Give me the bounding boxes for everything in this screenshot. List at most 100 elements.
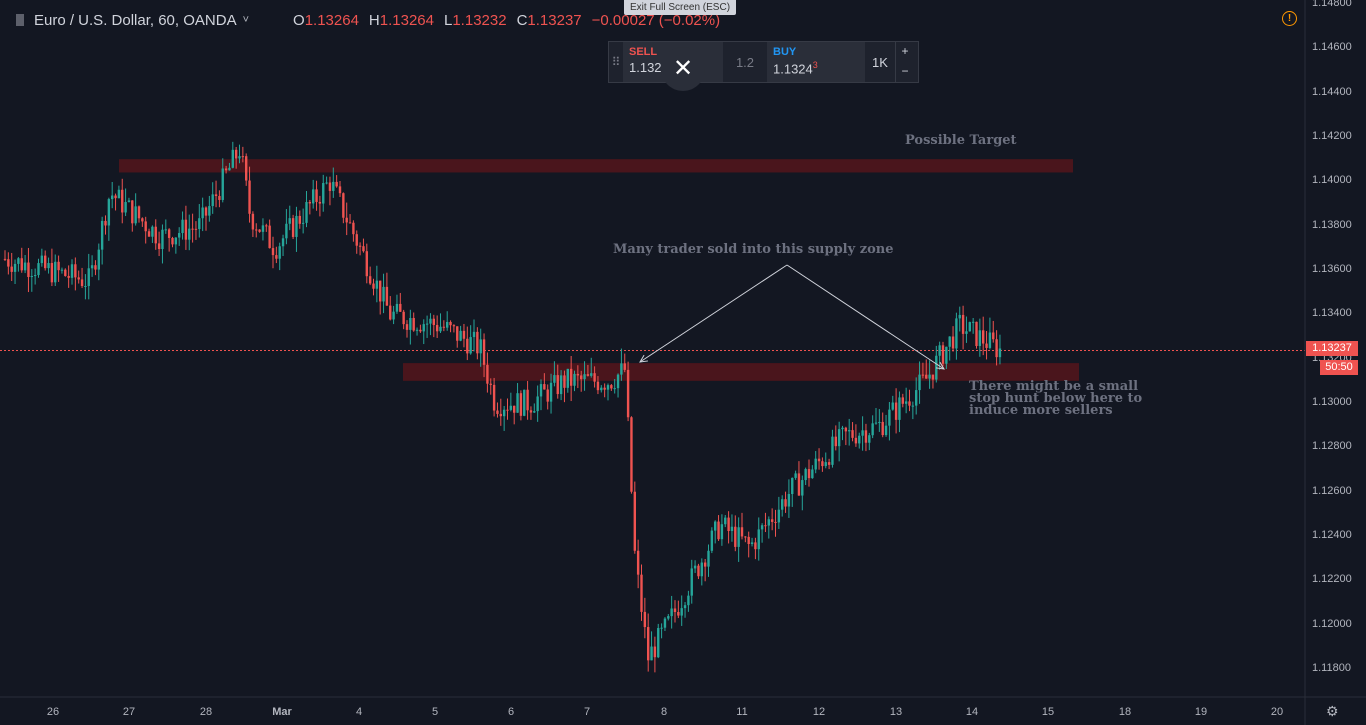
- x-tick-label: 13: [889, 706, 903, 718]
- candle: [178, 227, 181, 246]
- candle: [513, 405, 516, 425]
- y-tick-label: 1.13800: [1312, 218, 1352, 231]
- candle: [707, 544, 710, 577]
- candle: [891, 395, 894, 411]
- candle: [415, 327, 419, 336]
- candle: [345, 202, 348, 236]
- candle: [797, 461, 801, 496]
- exit-fullscreen-hint[interactable]: Exit Full Screen (ESC): [624, 0, 737, 15]
- x-tick-label: Mar: [272, 706, 292, 718]
- y-tick-label: 1.13000: [1312, 396, 1352, 408]
- candle: [958, 306, 961, 332]
- candle: [318, 195, 322, 217]
- x-tick-label: 5: [431, 706, 439, 718]
- candle: [94, 260, 97, 276]
- annotation-arrow[interactable]: [786, 264, 945, 370]
- candle: [988, 317, 992, 350]
- candle: [811, 465, 814, 479]
- candle: [412, 312, 415, 332]
- candle: [871, 415, 874, 439]
- candle: [737, 517, 740, 562]
- candle: [640, 564, 643, 621]
- candle: [667, 614, 670, 621]
- candle: [134, 193, 137, 226]
- candle: [985, 330, 988, 360]
- sell-price: 1.1323: [629, 60, 669, 75]
- candle: [245, 153, 248, 186]
- candle: [214, 180, 218, 208]
- candle: [224, 165, 228, 174]
- candle: [90, 255, 94, 277]
- candle: [104, 215, 107, 235]
- alert-icon[interactable]: !: [1282, 11, 1297, 26]
- annotation-supply-zone[interactable]: Many trader sold into this supply zone: [613, 242, 894, 257]
- drag-handle-icon[interactable]: ⠿: [611, 55, 621, 69]
- ohlc-values: O1.13264 H1.13264 L1.13232 C1.13237 −0.0…: [293, 12, 720, 29]
- gear-icon[interactable]: ⚙: [1326, 703, 1339, 719]
- candle: [747, 531, 750, 558]
- candle: [385, 272, 389, 306]
- candle: [539, 379, 543, 411]
- candle: [439, 313, 442, 333]
- candle: [754, 537, 757, 560]
- y-tick-label: 1.14000: [1312, 174, 1352, 187]
- candle: [861, 416, 864, 451]
- candle: [817, 448, 821, 470]
- candle: [151, 225, 154, 243]
- candle: [446, 311, 449, 331]
- plus-icon[interactable]: +: [901, 44, 909, 58]
- candle: [204, 206, 208, 231]
- candle: [33, 268, 37, 285]
- candle: [653, 636, 657, 673]
- candle: [821, 457, 824, 472]
- annotation-stop-hunt[interactable]: There might be a small stop hunt below h…: [969, 379, 1143, 418]
- candle: [208, 195, 211, 222]
- candle: [238, 144, 241, 164]
- candle: [858, 432, 861, 449]
- candle: [298, 210, 301, 229]
- candle: [452, 324, 456, 333]
- candle: [144, 216, 147, 244]
- candle: [255, 223, 258, 238]
- candle: [275, 246, 278, 264]
- candle: [375, 265, 379, 303]
- symbol-icon: [16, 14, 24, 26]
- candle: [683, 602, 687, 618]
- symbol-title[interactable]: Euro / U.S. Dollar, 60, OANDA: [34, 11, 237, 29]
- candle: [951, 326, 955, 352]
- candle: [315, 180, 318, 211]
- zone-rect[interactable]: [119, 159, 1073, 173]
- x-tick-label: 12: [812, 706, 826, 718]
- buy-button[interactable]: BUY 1.13243: [767, 42, 865, 82]
- candle: [181, 211, 184, 240]
- x-tick-label: 7: [583, 706, 591, 718]
- quantity-field[interactable]: 1K: [872, 54, 888, 70]
- candle: [198, 204, 201, 238]
- candle: [3, 250, 7, 261]
- candle: [620, 348, 623, 381]
- candle: [342, 192, 345, 224]
- candle: [191, 213, 194, 243]
- candle: [368, 266, 372, 286]
- x-tick-label: 15: [1041, 706, 1055, 718]
- minus-icon[interactable]: −: [901, 64, 909, 78]
- candle: [744, 536, 747, 543]
- candle: [154, 219, 157, 250]
- candle: [164, 219, 167, 234]
- candle: [680, 595, 683, 626]
- candle: [630, 416, 633, 494]
- candle: [479, 328, 482, 367]
- x-tick-label: 20: [1270, 706, 1284, 718]
- annotation-possible-target[interactable]: Possible Target: [905, 133, 1017, 148]
- candle: [459, 325, 462, 342]
- chevron-down-icon[interactable]: ˅: [242, 14, 250, 26]
- y-tick-label: 1.12000: [1312, 617, 1352, 630]
- y-tick-label: 1.11800: [1312, 662, 1351, 674]
- candle: [774, 509, 777, 537]
- candle: [978, 318, 982, 357]
- candle: [596, 376, 600, 395]
- annotation-arrow[interactable]: [639, 264, 788, 363]
- close-icon[interactable]: ✕: [661, 47, 705, 91]
- candle: [87, 253, 90, 300]
